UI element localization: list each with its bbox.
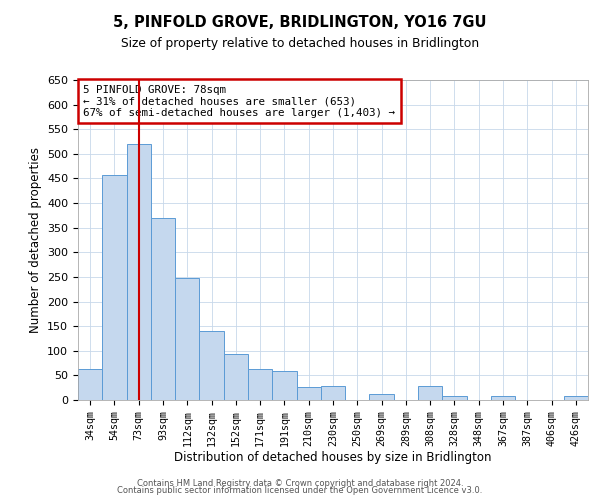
Bar (272, 372, 296, 400)
Bar (127, 144, 151, 400)
Bar (248, 370, 272, 400)
Bar (199, 331, 224, 400)
Bar (224, 354, 248, 400)
Bar (564, 396, 588, 400)
Bar (151, 218, 175, 400)
Text: 5 PINFOLD GROVE: 78sqm
← 31% of detached houses are smaller (653)
67% of semi-de: 5 PINFOLD GROVE: 78sqm ← 31% of detached… (83, 85, 395, 118)
Bar (442, 396, 467, 400)
Text: 5, PINFOLD GROVE, BRIDLINGTON, YO16 7GU: 5, PINFOLD GROVE, BRIDLINGTON, YO16 7GU (113, 15, 487, 30)
Bar (78, 370, 102, 400)
Bar (418, 386, 442, 400)
Text: Contains HM Land Registry data © Crown copyright and database right 2024.: Contains HM Land Registry data © Crown c… (137, 478, 463, 488)
Y-axis label: Number of detached properties: Number of detached properties (29, 147, 41, 333)
Bar (370, 394, 394, 400)
Bar (321, 386, 345, 400)
Bar (102, 174, 127, 400)
Bar (491, 396, 515, 400)
Text: Contains public sector information licensed under the Open Government Licence v3: Contains public sector information licen… (118, 486, 482, 495)
Bar (296, 386, 321, 400)
Bar (175, 278, 199, 400)
Text: Size of property relative to detached houses in Bridlington: Size of property relative to detached ho… (121, 38, 479, 51)
X-axis label: Distribution of detached houses by size in Bridlington: Distribution of detached houses by size … (174, 452, 492, 464)
